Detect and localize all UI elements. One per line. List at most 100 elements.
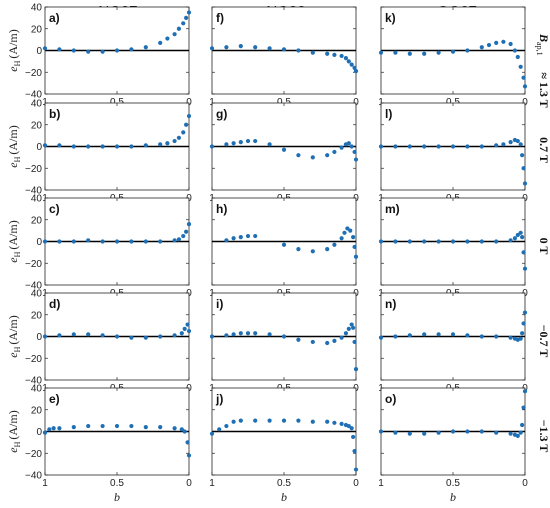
data-point: [521, 75, 526, 80]
data-point: [209, 431, 215, 436]
y-label-symbol: e: [6, 257, 20, 263]
x-axis-label: b: [450, 490, 456, 504]
data-point: [346, 59, 351, 64]
data-point: [310, 50, 315, 55]
data-point: [71, 48, 76, 53]
data-point: [393, 50, 398, 55]
x-tick-label: 0.5: [446, 478, 460, 489]
data-point: [407, 333, 412, 338]
data-point: [508, 238, 513, 243]
panel-label: f): [216, 11, 224, 25]
data-point: [217, 427, 222, 432]
data-point: [253, 45, 258, 50]
panel-label: c): [49, 202, 60, 216]
data-point: [158, 334, 163, 339]
data-point: [436, 430, 441, 435]
data-point: [184, 122, 189, 127]
data-point: [129, 239, 134, 244]
data-point: [129, 423, 134, 429]
panel-label: o): [385, 392, 396, 406]
data-point: [352, 149, 357, 155]
data-point: [325, 419, 330, 424]
data-point: [186, 113, 192, 119]
data-point: [332, 242, 337, 247]
data-point: [253, 138, 258, 144]
y-label-sub: H: [13, 60, 22, 66]
data-point: [165, 141, 170, 146]
data-point: [176, 237, 182, 242]
data-point: [520, 235, 525, 240]
x-axis-label: b: [281, 490, 287, 504]
y-tick-label: −40: [25, 90, 42, 101]
data-point: [422, 332, 427, 337]
data-point: [494, 40, 499, 45]
data-point: [281, 242, 287, 247]
data-point: [129, 144, 134, 149]
data-point: [353, 367, 359, 372]
data-point: [407, 239, 412, 244]
data-point: [522, 84, 528, 89]
row-label-3: 0 T: [537, 238, 550, 255]
data-point: [515, 54, 520, 60]
y-tick-label: −20: [25, 164, 42, 175]
data-point: [378, 429, 384, 434]
data-point: [224, 142, 229, 147]
data-point: [353, 254, 359, 259]
row-header-b: B: [537, 33, 550, 42]
row-label-1: ≈ 1.3 T: [537, 72, 550, 107]
data-point: [57, 47, 62, 52]
data-point: [339, 421, 344, 426]
data-point: [181, 21, 186, 26]
panel-m: m)10.50: [378, 197, 528, 299]
data-point: [520, 331, 525, 336]
data-point: [100, 423, 105, 429]
data-point: [267, 332, 272, 337]
data-point: [518, 230, 523, 235]
data-point: [245, 138, 251, 144]
data-point: [231, 332, 236, 337]
data-point: [296, 48, 301, 53]
data-point: [179, 331, 184, 336]
panel-label: n): [385, 297, 396, 311]
data-point: [71, 332, 76, 337]
data-point: [349, 426, 354, 431]
data-point: [508, 41, 513, 47]
data-point: [296, 418, 301, 423]
data-point: [436, 50, 441, 55]
data-point: [143, 239, 148, 244]
data-point: [296, 153, 301, 158]
y-tick-label: 0: [36, 46, 42, 57]
data-point: [86, 332, 91, 337]
data-point: [179, 427, 184, 432]
data-point: [522, 310, 528, 315]
data-point: [422, 144, 427, 149]
y-tick-label: 0: [36, 427, 42, 438]
data-point: [465, 144, 470, 149]
x-tick-label: 0.5: [446, 97, 460, 108]
data-point: [129, 335, 134, 340]
data-point: [172, 238, 177, 243]
data-point: [114, 144, 120, 149]
panel-label: e): [49, 392, 60, 406]
data-point: [378, 50, 384, 55]
data-point: [518, 430, 523, 435]
y-label-sub: H: [13, 156, 22, 162]
data-point: [450, 49, 456, 54]
data-point: [343, 331, 349, 336]
data-point: [407, 51, 412, 56]
data-point: [100, 239, 105, 244]
data-point: [238, 44, 243, 49]
data-point: [209, 334, 215, 339]
data-point: [465, 239, 470, 244]
row-header-symbol: Bap,1: [535, 33, 550, 56]
panel-i: i)10.50: [209, 292, 359, 394]
data-point: [465, 48, 470, 53]
data-point: [176, 135, 182, 140]
data-point: [501, 39, 506, 44]
data-point: [325, 340, 330, 346]
panel-k: k) 1 0.5 0: [378, 6, 528, 108]
x-tick-label: 1: [42, 478, 48, 489]
y-tick-label: −20: [25, 354, 42, 365]
